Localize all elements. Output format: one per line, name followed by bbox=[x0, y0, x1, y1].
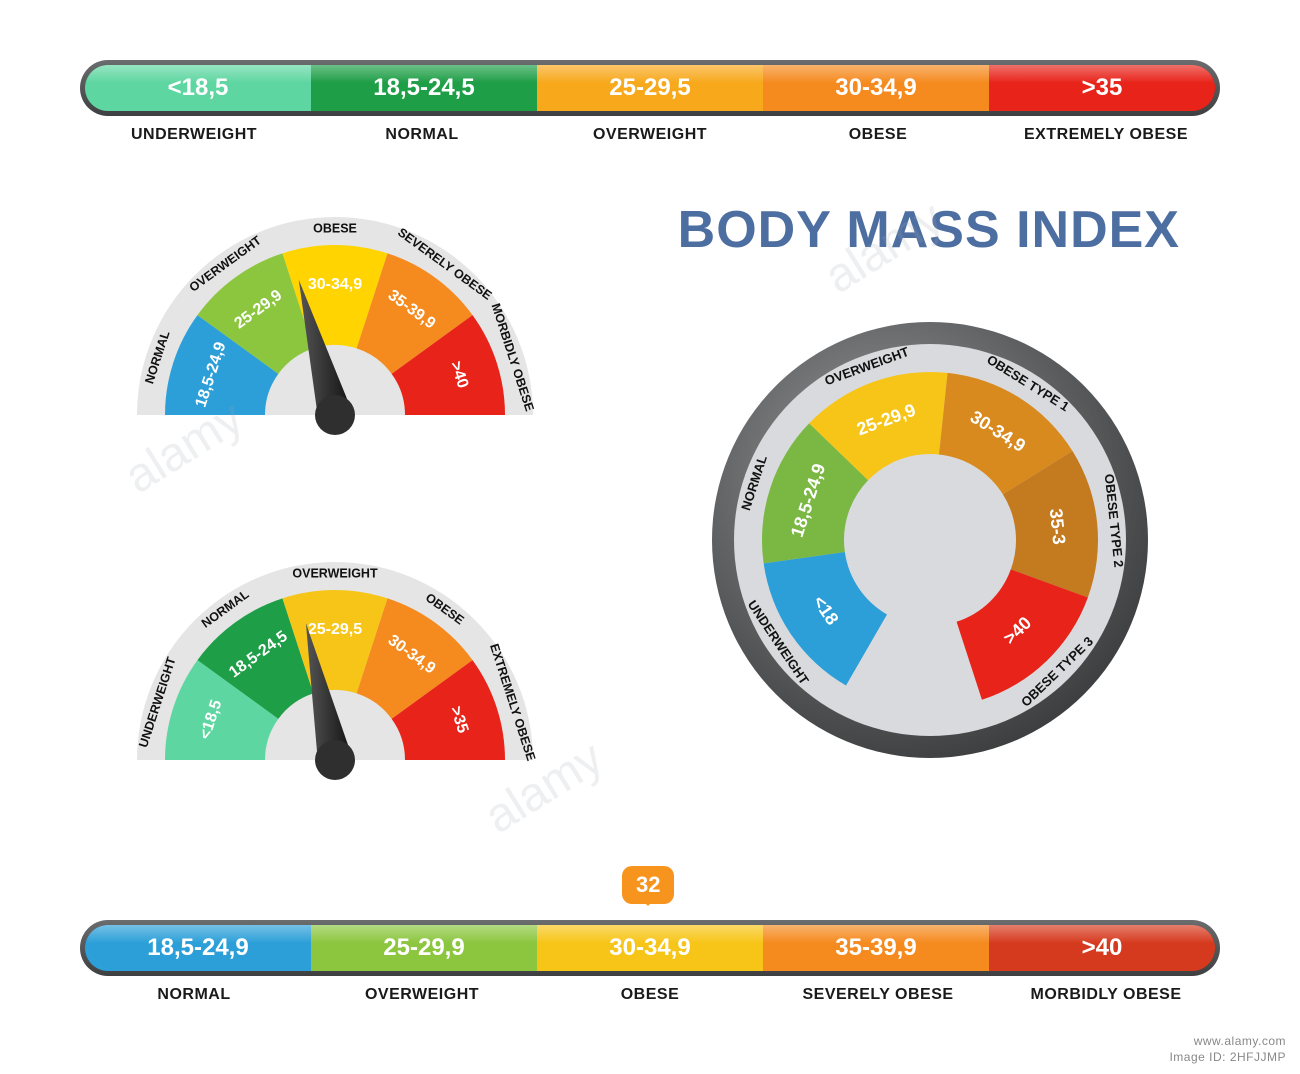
top_bar-seg-4: >35 bbox=[989, 65, 1215, 111]
donut-range-4: 35-3 bbox=[1046, 508, 1070, 546]
donut: <18UNDERWEIGHT18,5-24,9NORMAL25-29,9OVER… bbox=[700, 310, 1160, 770]
top_bar-labels: UNDERWEIGHTNORMALOVERWEIGHTOBESEEXTREMEL… bbox=[80, 126, 1220, 144]
watermark-id: Image ID: 2HFJJMP bbox=[1169, 1050, 1286, 1064]
top_bar-inner: <18,518,5-24,525-29,530-34,9>35 bbox=[85, 65, 1215, 111]
bottom_bar: 18,5-24,925-29,930-34,935-39,9>40 bbox=[80, 920, 1220, 976]
bottom_bar-label-4: MORBIDLY OBESE bbox=[992, 986, 1220, 1004]
top_bar-label-2: OVERWEIGHT bbox=[536, 126, 764, 144]
top_bar-label-0: UNDERWEIGHT bbox=[80, 126, 308, 144]
top_bar-seg-1: 18,5-24,5 bbox=[311, 65, 537, 111]
bottom_bar-label-1: OVERWEIGHT bbox=[308, 986, 536, 1004]
bottom_bar-label-2: OBESE bbox=[536, 986, 764, 1004]
bottom_bar-seg-4: >40 bbox=[989, 925, 1215, 971]
bottom-bar-marker: 32 bbox=[622, 866, 674, 904]
top_bar-label-3: OBESE bbox=[764, 126, 992, 144]
gauge1: 18,5-24,9NORMAL25-29,9OVERWEIGHT30-34,9O… bbox=[120, 200, 550, 460]
gauge1-label-2: OBESE bbox=[313, 221, 357, 235]
bottom_bar-seg-3: 35-39,9 bbox=[763, 925, 989, 971]
gauge2-range-2: 25-29,5 bbox=[308, 621, 362, 638]
page-title: BODY MASS INDEX bbox=[678, 200, 1180, 260]
gauge2: <18,5UNDERWEIGHT18,5-24,5NORMAL25-29,5OV… bbox=[120, 545, 550, 805]
watermark-url: www.alamy.com bbox=[1194, 1034, 1286, 1048]
top_bar-label-1: NORMAL bbox=[308, 126, 536, 144]
bottom_bar-seg-0: 18,5-24,9 bbox=[85, 925, 311, 971]
top_bar-seg-0: <18,5 bbox=[85, 65, 311, 111]
bottom_bar-labels: NORMALOVERWEIGHTOBESESEVERELY OBESEMORBI… bbox=[80, 986, 1220, 1004]
bottom_bar-label-0: NORMAL bbox=[80, 986, 308, 1004]
gauge2-label-2: OVERWEIGHT bbox=[292, 566, 378, 580]
bottom_bar-inner: 18,5-24,925-29,930-34,935-39,9>40 bbox=[85, 925, 1215, 971]
bottom_bar-seg-2: 30-34,9 bbox=[537, 925, 763, 971]
bottom_bar-seg-1: 25-29,9 bbox=[311, 925, 537, 971]
top_bar-seg-2: 25-29,5 bbox=[537, 65, 763, 111]
top_bar-seg-3: 30-34,9 bbox=[763, 65, 989, 111]
gauge1-range-2: 30-34,9 bbox=[308, 276, 362, 293]
top_bar: <18,518,5-24,525-29,530-34,9>35 bbox=[80, 60, 1220, 116]
top_bar-label-4: EXTREMELY OBESE bbox=[992, 126, 1220, 144]
bottom_bar-label-3: SEVERELY OBESE bbox=[764, 986, 992, 1004]
